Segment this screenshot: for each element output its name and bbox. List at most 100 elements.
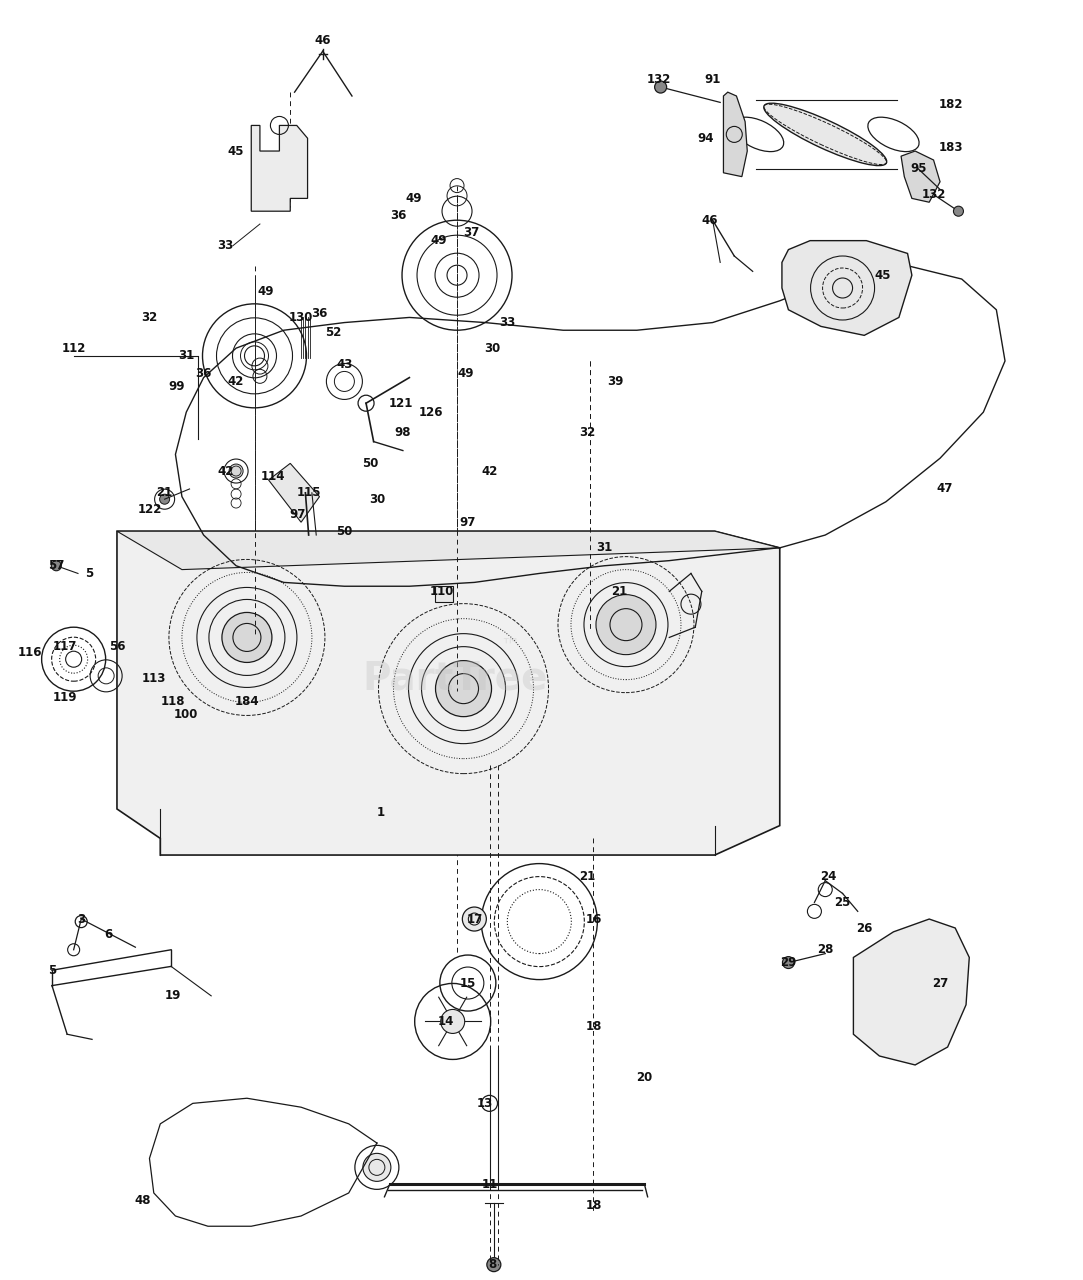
Text: 98: 98 — [394, 426, 412, 439]
Circle shape — [654, 81, 667, 93]
Text: 36: 36 — [311, 307, 328, 320]
Text: 43: 43 — [336, 358, 353, 371]
Text: 183: 183 — [939, 141, 963, 154]
Text: 13: 13 — [477, 1097, 494, 1110]
Text: 182: 182 — [939, 99, 963, 111]
Text: 49: 49 — [405, 192, 422, 205]
Text: 11: 11 — [481, 1178, 498, 1190]
Text: 57: 57 — [48, 559, 65, 572]
Text: 46: 46 — [701, 214, 718, 227]
Text: 24: 24 — [820, 870, 837, 883]
Text: 27: 27 — [931, 977, 949, 989]
Text: 117: 117 — [53, 640, 77, 653]
Text: 122: 122 — [138, 503, 161, 516]
Text: 118: 118 — [161, 695, 185, 708]
Text: 94: 94 — [697, 132, 715, 145]
Circle shape — [230, 465, 243, 477]
Text: 5: 5 — [84, 567, 93, 580]
Circle shape — [51, 561, 62, 571]
Text: 47: 47 — [936, 483, 953, 495]
Circle shape — [363, 1153, 391, 1181]
Text: 32: 32 — [578, 426, 596, 439]
Text: 30: 30 — [484, 342, 501, 355]
Text: 8: 8 — [488, 1258, 497, 1271]
Circle shape — [435, 660, 492, 717]
Text: 14: 14 — [438, 1015, 455, 1028]
Text: 132: 132 — [647, 73, 670, 86]
Text: 32: 32 — [141, 311, 158, 324]
Text: 28: 28 — [817, 943, 834, 956]
Circle shape — [159, 494, 170, 504]
Text: 39: 39 — [606, 375, 624, 388]
Text: 42: 42 — [481, 465, 498, 477]
Text: 21: 21 — [611, 585, 628, 598]
Text: 20: 20 — [636, 1071, 653, 1084]
Text: 15: 15 — [459, 977, 477, 989]
Text: 115: 115 — [297, 486, 321, 499]
Polygon shape — [782, 241, 912, 335]
Text: 121: 121 — [389, 397, 413, 410]
Text: 31: 31 — [178, 349, 195, 362]
Circle shape — [441, 1010, 465, 1033]
Text: 17: 17 — [466, 913, 483, 925]
Text: 49: 49 — [257, 285, 274, 298]
Text: PartTree: PartTree — [362, 659, 548, 698]
Text: 36: 36 — [390, 209, 407, 221]
Text: 113: 113 — [142, 672, 166, 685]
Text: 91: 91 — [704, 73, 721, 86]
Text: 116: 116 — [18, 646, 42, 659]
Text: 29: 29 — [780, 956, 797, 969]
Text: 48: 48 — [134, 1194, 152, 1207]
Polygon shape — [117, 531, 780, 570]
Text: 36: 36 — [195, 367, 212, 380]
Text: 126: 126 — [419, 406, 443, 419]
Text: 42: 42 — [227, 375, 245, 388]
Polygon shape — [269, 463, 319, 522]
Text: 114: 114 — [261, 470, 285, 483]
Text: 33: 33 — [217, 239, 234, 252]
Text: 56: 56 — [108, 640, 126, 653]
Text: 18: 18 — [585, 1199, 602, 1212]
Text: 49: 49 — [457, 367, 474, 380]
Text: 30: 30 — [368, 493, 386, 506]
Text: 52: 52 — [325, 326, 342, 339]
Text: 45: 45 — [874, 269, 891, 282]
Polygon shape — [435, 586, 453, 602]
Text: 37: 37 — [462, 227, 480, 239]
Text: 50: 50 — [362, 457, 379, 470]
Text: 119: 119 — [53, 691, 77, 704]
Polygon shape — [723, 92, 747, 177]
Text: 42: 42 — [217, 465, 234, 477]
Text: 19: 19 — [165, 989, 182, 1002]
Circle shape — [782, 956, 795, 969]
Text: 26: 26 — [856, 922, 873, 934]
Polygon shape — [853, 919, 969, 1065]
Polygon shape — [251, 125, 308, 211]
Text: 132: 132 — [922, 188, 945, 201]
Circle shape — [596, 595, 656, 654]
Text: 97: 97 — [289, 508, 306, 521]
Text: 97: 97 — [459, 516, 477, 529]
Text: 25: 25 — [834, 896, 851, 909]
Text: 33: 33 — [498, 316, 516, 329]
Text: 5: 5 — [48, 964, 56, 977]
Text: 112: 112 — [62, 342, 86, 355]
Text: 3: 3 — [77, 913, 86, 925]
Text: 100: 100 — [174, 708, 198, 721]
Text: 45: 45 — [227, 145, 245, 157]
Circle shape — [953, 206, 964, 216]
Text: 110: 110 — [430, 585, 454, 598]
Polygon shape — [117, 531, 780, 855]
Polygon shape — [901, 151, 940, 202]
Text: ™: ™ — [500, 637, 520, 655]
Text: 21: 21 — [156, 486, 173, 499]
Text: 99: 99 — [168, 380, 185, 393]
Circle shape — [462, 908, 486, 931]
Ellipse shape — [764, 104, 887, 165]
Text: 1: 1 — [377, 806, 386, 819]
Text: 95: 95 — [910, 163, 927, 175]
Text: 31: 31 — [596, 541, 613, 554]
Text: 21: 21 — [578, 870, 596, 883]
Text: 184: 184 — [235, 695, 259, 708]
Text: 49: 49 — [430, 234, 447, 247]
